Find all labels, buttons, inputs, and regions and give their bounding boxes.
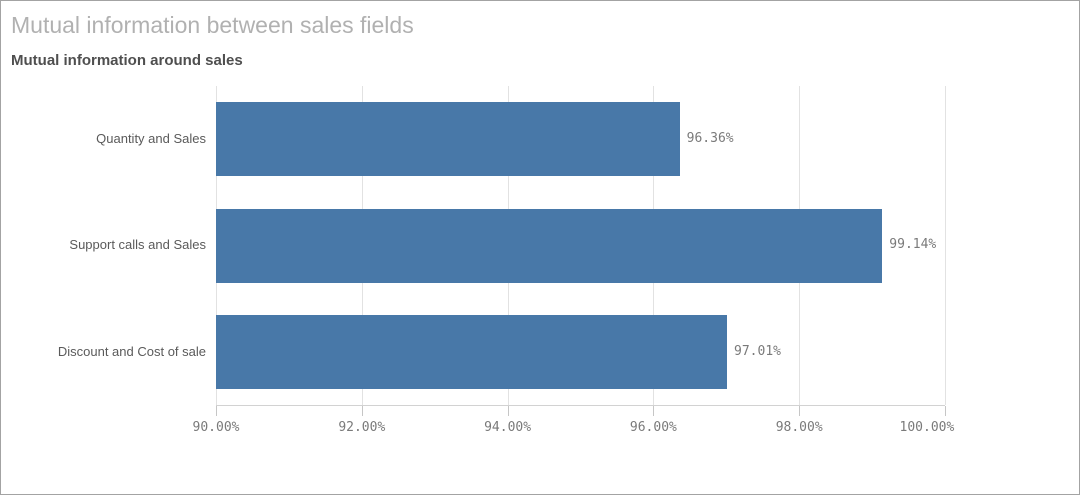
x-axis-tick-label: 92.00% <box>338 420 386 435</box>
bar[interactable] <box>216 314 728 389</box>
category-label: Quantity and Sales <box>96 131 206 146</box>
bar-value-label: 96.36% <box>686 131 734 146</box>
x-axis-tick-mark <box>945 406 946 416</box>
bar-value-label: 99.14% <box>889 237 937 253</box>
chart-subtitle: Mutual information around sales <box>11 52 243 69</box>
bar[interactable] <box>216 208 883 283</box>
category-label: Support calls and Sales <box>69 237 206 253</box>
x-axis-tick-mark <box>216 406 217 416</box>
x-axis-tick-label: 96.00% <box>629 420 677 435</box>
x-axis-tick-label: 94.00% <box>484 420 532 435</box>
y-axis-labels: Quantity and Sales Support calls and Sale… <box>1 86 206 405</box>
x-axis-tick-label: 90.00% <box>192 420 240 435</box>
plot-area: 96.36% 99.14% 97.01% <box>216 86 946 406</box>
gridline <box>945 86 946 405</box>
chart-title: Mutual information between sales fields <box>11 12 414 38</box>
x-axis: 90.00% 92.00% 94.00% 96.00% 98.00% 100.00% <box>193 405 954 447</box>
category-label: Discount and Cost of sale <box>57 343 206 359</box>
x-axis-tick-mark <box>799 406 801 416</box>
x-axis-tick-mark <box>361 406 363 416</box>
x-axis-tick-mark <box>507 406 509 416</box>
x-axis-tick-label: 100.00% <box>899 420 955 435</box>
bar[interactable] <box>216 102 680 177</box>
x-axis-tick-mark <box>653 406 655 416</box>
bar-value-label: 97.01% <box>734 343 781 359</box>
x-axis-tick-label: 98.00% <box>775 420 823 435</box>
